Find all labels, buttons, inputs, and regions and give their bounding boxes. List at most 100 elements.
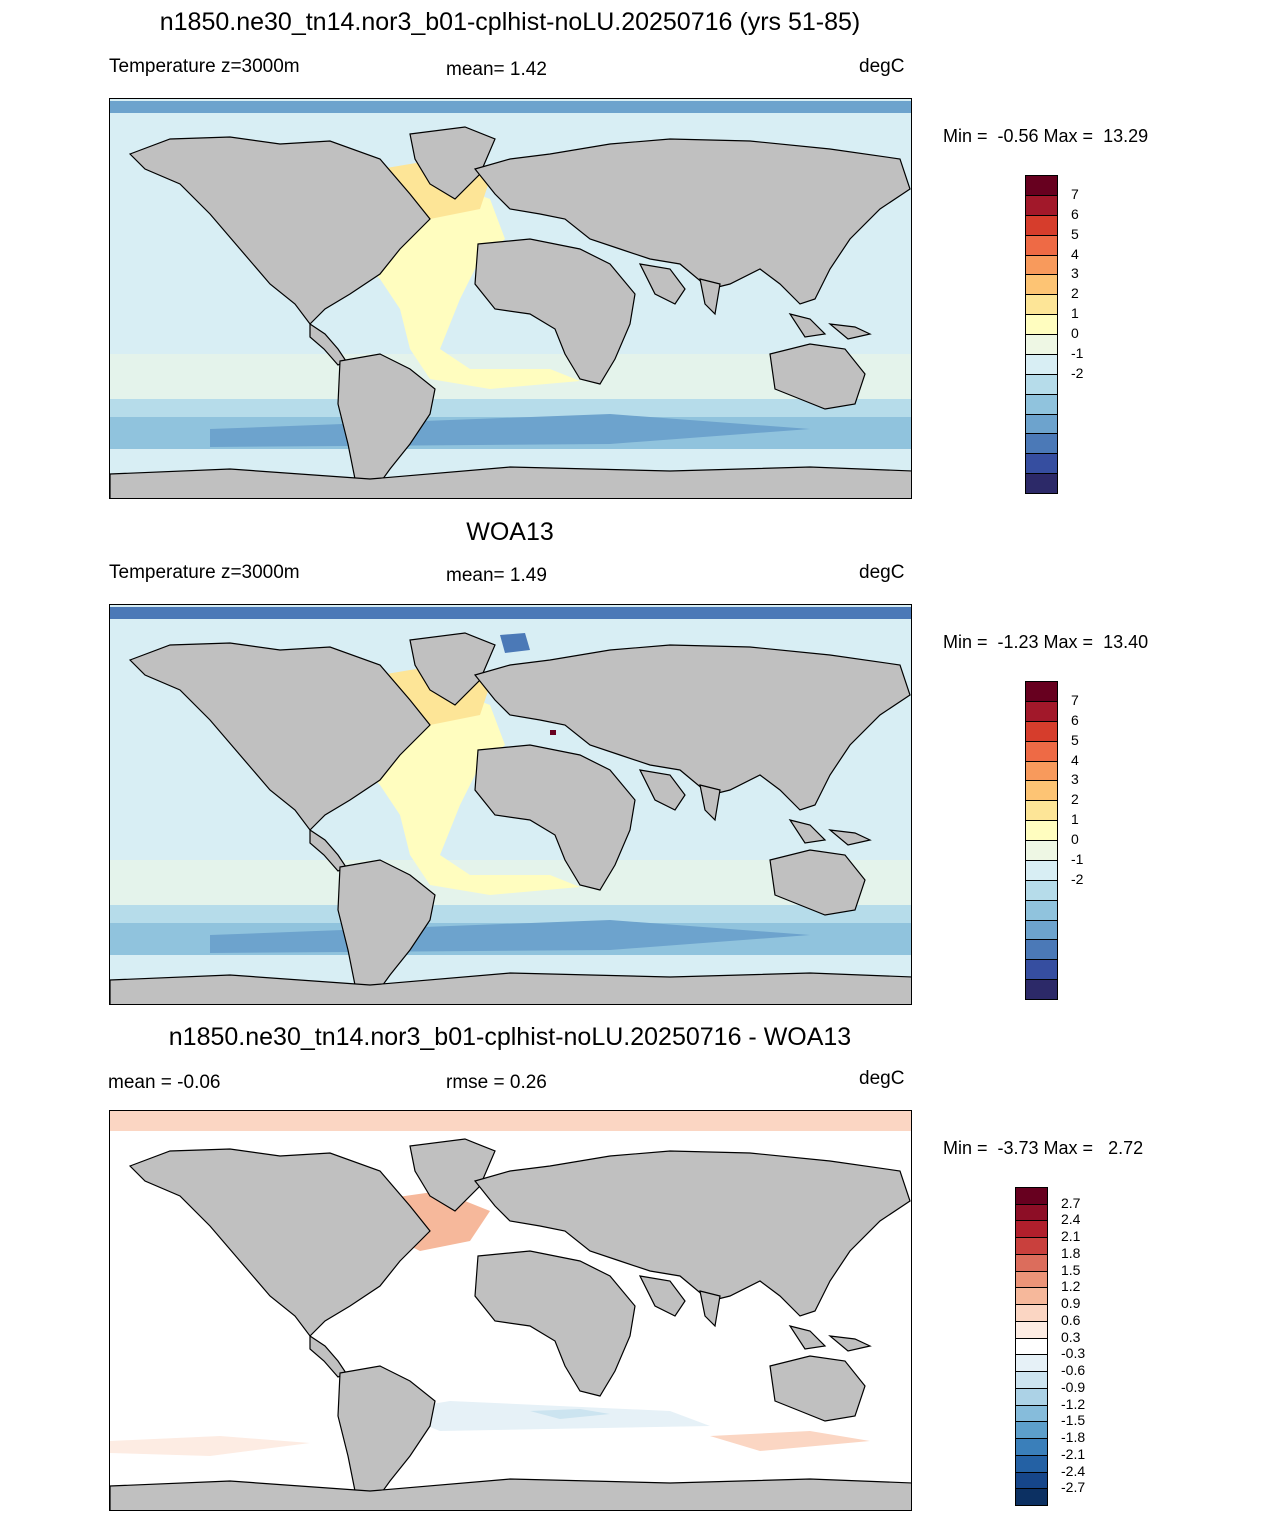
colorbar-swatch	[1025, 859, 1058, 881]
units-label: degC	[859, 1068, 905, 1089]
min-max-label: Min = -0.56 Max = 13.29	[943, 126, 1149, 146]
panel-title: n1850.ne30_tn14.nor3_b01-cplhist-noLU.20…	[159, 8, 861, 36]
colorbar-swatch	[1015, 1438, 1048, 1456]
colorbar-swatch	[1025, 294, 1058, 316]
colorbar-swatch	[1015, 1404, 1048, 1423]
colorbar-swatch	[1025, 373, 1058, 395]
colorbar-swatch	[1025, 800, 1058, 822]
colorbar-label: 6	[1071, 205, 1079, 222]
colorbar-swatch	[1025, 720, 1058, 742]
colorbar-swatch	[1015, 1187, 1048, 1205]
variable-label: Temperature z=3000m	[109, 562, 300, 583]
colorbar-label: 1.8	[1061, 1244, 1081, 1261]
colorbar-swatch	[1025, 879, 1058, 901]
colorbar-label: 5	[1071, 731, 1079, 748]
colorbar-swatch	[1025, 274, 1058, 296]
colorbar-swatch	[1015, 1471, 1048, 1490]
colorbar-label: 2	[1071, 285, 1079, 302]
colorbar-swatch	[1025, 175, 1058, 196]
units-label: degC	[859, 562, 905, 583]
colorbar-swatch	[1025, 314, 1058, 335]
colorbar-label: 3	[1071, 265, 1079, 282]
colorbar-swatch	[1025, 919, 1058, 941]
colorbar-label: 0.9	[1061, 1295, 1081, 1312]
colorbar-label: 1.5	[1061, 1261, 1081, 1278]
colorbar-label: 2.1	[1061, 1228, 1081, 1245]
min-max-label: Min = -1.23 Max = 13.40	[943, 632, 1149, 652]
colorbar-swatch	[1025, 453, 1058, 475]
colorbar-swatch	[1015, 1371, 1048, 1389]
colorbar-swatch	[1015, 1354, 1048, 1373]
colorbar-label: 4	[1071, 751, 1079, 768]
colorbar-label: 0	[1071, 325, 1079, 341]
colorbar-swatch	[1015, 1320, 1048, 1339]
colorbar-label: -2.7	[1061, 1479, 1086, 1496]
colorbar-swatch	[1015, 1454, 1048, 1473]
colorbar-swatch	[1015, 1337, 1048, 1356]
colorbar-swatch	[1025, 433, 1058, 455]
colorbar-label: -2.1	[1061, 1445, 1086, 1462]
colorbar-label: -1	[1071, 344, 1084, 361]
units-label: degC	[859, 56, 905, 77]
colorbar-swatch	[1025, 334, 1058, 355]
colorbar-swatch	[1025, 254, 1058, 276]
colorbar-label: 3	[1071, 771, 1079, 788]
colorbar-label: -0.6	[1061, 1362, 1086, 1379]
colorbar-label: 0.3	[1061, 1328, 1081, 1345]
colorbar-label: 1.2	[1061, 1278, 1081, 1295]
colorbar-label: -2	[1071, 364, 1084, 381]
colorbar-label: -1.5	[1061, 1412, 1086, 1429]
colorbar-swatch	[1025, 760, 1058, 782]
colorbar-swatch	[1015, 1387, 1048, 1406]
colorbar-swatch	[1025, 194, 1058, 216]
colorbar-swatch	[1025, 214, 1058, 236]
colorbar-label: -0.3	[1061, 1345, 1086, 1362]
colorbar-swatch	[1015, 1253, 1048, 1272]
colorbar-swatch	[1025, 740, 1058, 762]
colorbar-swatch	[1015, 1287, 1048, 1306]
colorbar-label: 1	[1071, 811, 1079, 828]
colorbar-swatch	[1025, 473, 1058, 494]
mean-label: mean= 1.49	[446, 565, 547, 586]
colorbar-label: -1	[1071, 850, 1084, 867]
colorbar-swatch	[1025, 393, 1058, 415]
colorbar-swatch	[1025, 413, 1058, 435]
colorbar-swatch	[1015, 1304, 1048, 1322]
variable-label: Temperature z=3000m	[109, 56, 300, 77]
colorbar-swatch	[1015, 1488, 1048, 1506]
colorbar-label: -1.8	[1061, 1429, 1086, 1446]
colorbar-label: 0.6	[1061, 1311, 1081, 1328]
colorbar-swatch	[1015, 1270, 1048, 1289]
mean-label: mean = -0.06	[108, 1072, 221, 1093]
colorbar-swatch	[1015, 1237, 1048, 1255]
colorbar-swatch	[1025, 353, 1058, 375]
colorbar-label: -0.9	[1061, 1378, 1086, 1395]
min-max-label: Min = -3.73 Max = 2.72	[943, 1138, 1144, 1158]
colorbar-swatch	[1025, 820, 1058, 841]
colorbar-label: 1	[1071, 305, 1079, 322]
colorbar-label: 6	[1071, 711, 1079, 728]
colorbar-label: 7	[1071, 185, 1079, 202]
panel-title: n1850.ne30_tn14.nor3_b01-cplhist-noLU.20…	[168, 1023, 852, 1051]
colorbar-swatch	[1025, 234, 1058, 256]
difference-map	[109, 1110, 912, 1511]
colorbar-label: 5	[1071, 225, 1079, 242]
colorbar-swatch	[1025, 939, 1058, 961]
colorbar-swatch	[1025, 700, 1058, 722]
colorbar-label: 2.4	[1061, 1211, 1081, 1228]
colorbar-label: -2	[1071, 870, 1084, 887]
mean-label: mean= 1.42	[446, 59, 547, 80]
colorbar-swatch	[1015, 1203, 1048, 1222]
colorbar-swatch	[1025, 681, 1058, 702]
colorbar-label: 4	[1071, 245, 1079, 262]
colorbar-swatch	[1015, 1421, 1048, 1440]
colorbar-label: -1.2	[1061, 1395, 1086, 1412]
panel-title: WOA13	[466, 518, 554, 546]
colorbar-swatch	[1025, 979, 1058, 1000]
colorbar-swatch	[1015, 1220, 1048, 1239]
colorbar-label: -2.4	[1061, 1462, 1086, 1479]
colorbar-label: 0	[1071, 831, 1079, 847]
colorbar-swatch	[1025, 780, 1058, 802]
temperature-map	[109, 604, 912, 1005]
colorbar-label: 2.7	[1061, 1194, 1081, 1211]
